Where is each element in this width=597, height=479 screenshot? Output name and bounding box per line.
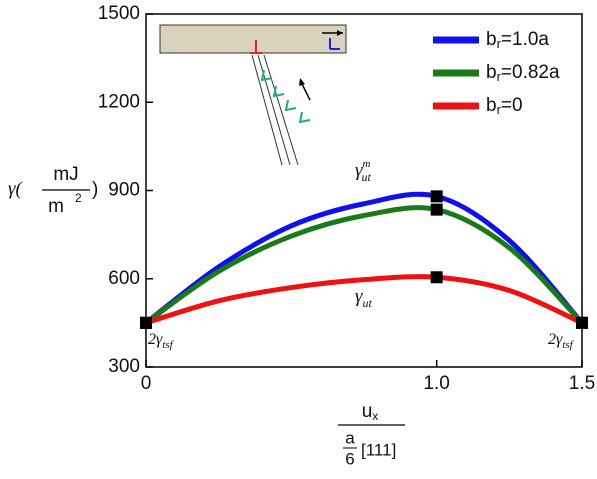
point-marker bbox=[430, 190, 443, 203]
legend-sub: r bbox=[497, 102, 502, 117]
y-axis-label: γ( mJ m 2 ) bbox=[8, 164, 98, 217]
y-tick-label: 1500 bbox=[98, 3, 140, 24]
point-marker bbox=[576, 316, 588, 329]
annotation-sub: ut bbox=[361, 170, 371, 184]
legend-rest: =1.0a bbox=[501, 29, 550, 50]
legend-label: br=0 bbox=[486, 95, 523, 117]
annotation: γut bbox=[355, 286, 373, 309]
annotation-sub: ut bbox=[363, 296, 373, 310]
legend-sub: r bbox=[497, 69, 502, 84]
x-label-6: 6 bbox=[345, 449, 354, 468]
y-label-close: ) bbox=[92, 179, 98, 200]
x-label-numerator: ux bbox=[362, 401, 379, 423]
legend-text: b bbox=[486, 29, 497, 50]
annotation-sub: tsf bbox=[562, 339, 574, 351]
legend-sub: r bbox=[497, 36, 502, 51]
x-tick-label: 1.0 bbox=[423, 373, 449, 394]
annotation: 2γtsf bbox=[548, 331, 575, 351]
x-label-direction: [111] bbox=[361, 440, 396, 459]
x-label-sub: x bbox=[372, 409, 378, 423]
legend-rest: =0 bbox=[501, 95, 523, 116]
x-label-a: a bbox=[345, 428, 355, 447]
y-label-symbol: γ( bbox=[8, 178, 23, 199]
y-tick-label: 1200 bbox=[98, 91, 140, 112]
legend-text: b bbox=[486, 62, 497, 83]
series-line bbox=[145, 274, 584, 326]
y-tick-label: 900 bbox=[108, 180, 140, 201]
annotation: 2γtsf bbox=[148, 331, 175, 351]
annotation-text: γ bbox=[355, 160, 363, 181]
y-label-numerator: mJ bbox=[53, 164, 78, 185]
annotation-sub: tsf bbox=[162, 339, 174, 351]
point-marker bbox=[430, 271, 443, 284]
inset-diagram bbox=[159, 24, 347, 166]
legend-rest: =0.82a bbox=[501, 62, 560, 83]
point-marker bbox=[430, 203, 443, 216]
x-tick-label: 0 bbox=[141, 373, 152, 394]
annotation-text: 2γ bbox=[148, 331, 163, 348]
annotation-text: γ bbox=[355, 286, 363, 307]
legend-label: br=1.0a bbox=[486, 29, 549, 51]
series-line bbox=[144, 191, 584, 325]
annotation: γm ut bbox=[355, 158, 371, 184]
y-label-denominator: m bbox=[48, 196, 64, 217]
point-marker bbox=[140, 316, 152, 329]
x-axis-label: ux a 6 [111] bbox=[338, 401, 405, 468]
x-label-u: u bbox=[362, 401, 373, 422]
y-label-exponent: 2 bbox=[75, 191, 82, 205]
legend-text: b bbox=[486, 95, 497, 116]
legend-label: br=0.82a bbox=[486, 62, 560, 84]
annotation-text: 2γ bbox=[548, 331, 563, 348]
series-line bbox=[144, 205, 584, 325]
x-tick-label: 1.5 bbox=[569, 373, 595, 394]
y-tick-label: 300 bbox=[108, 356, 140, 377]
y-tick-label: 600 bbox=[108, 268, 140, 289]
annotation-sup: m bbox=[363, 158, 371, 170]
